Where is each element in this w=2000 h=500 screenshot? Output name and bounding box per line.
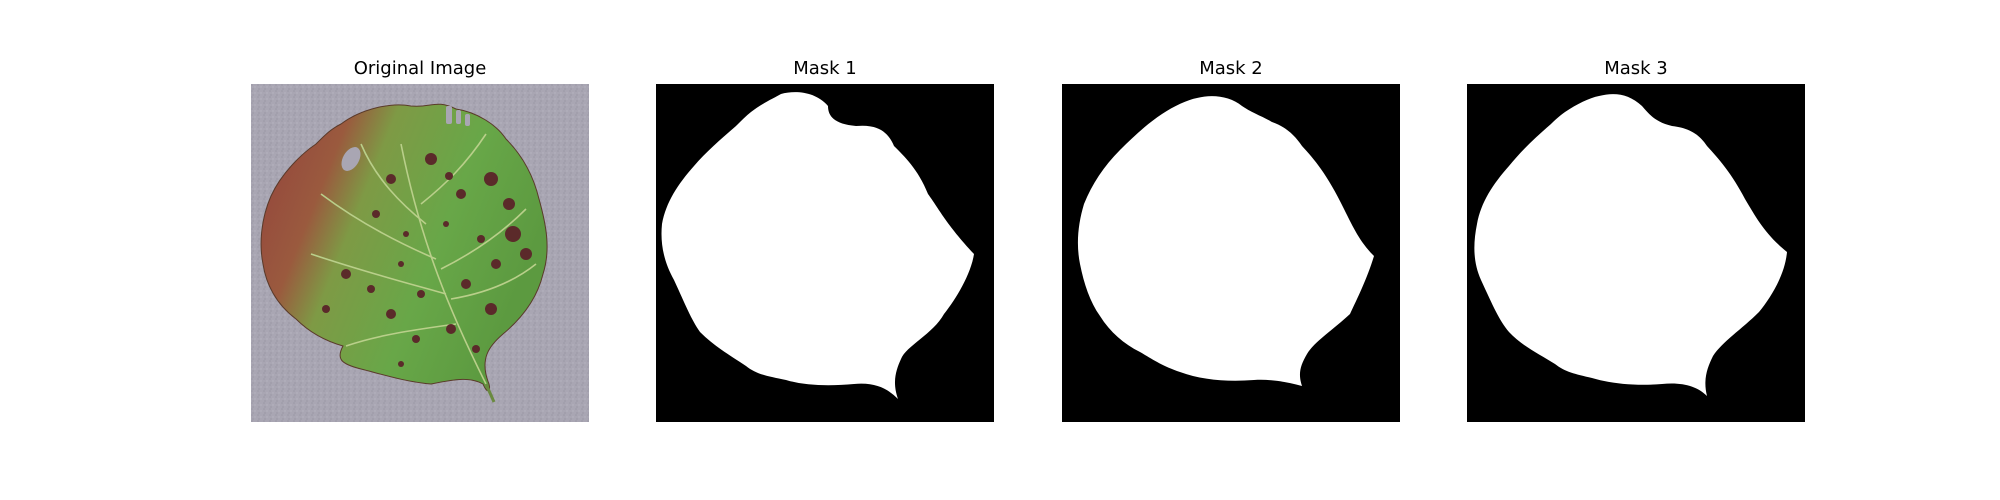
mask-foreground — [1474, 94, 1787, 396]
leaf-shape — [260, 103, 548, 392]
leaf-photo — [251, 84, 589, 422]
leaf-holes — [341, 106, 470, 171]
mask-image-1 — [656, 84, 994, 422]
panel-title: Mask 2 — [1199, 58, 1263, 79]
leaf-veins — [310, 133, 537, 385]
panel-mask-3: Mask 3 — [1467, 0, 1805, 500]
panel-mask-1: Mask 1 — [656, 0, 994, 500]
leaf-spots — [322, 153, 532, 367]
panel-title: Mask 1 — [793, 58, 857, 79]
panel-mask-2: Mask 2 — [1062, 0, 1400, 500]
mask-image-3 — [1467, 84, 1805, 422]
mask-image-2 — [1062, 84, 1400, 422]
panel-title: Mask 3 — [1604, 58, 1668, 79]
panel-title: Original Image — [353, 58, 487, 79]
mask-foreground — [661, 92, 974, 399]
mask-foreground — [1077, 96, 1374, 386]
leaf-stem — [484, 383, 496, 403]
panel-original-image: Original Image — [251, 0, 589, 500]
